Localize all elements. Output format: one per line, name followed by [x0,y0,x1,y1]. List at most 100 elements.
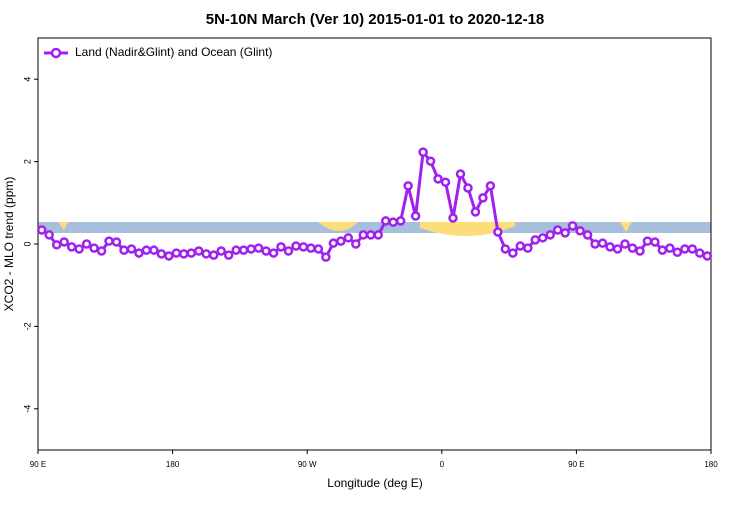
x-tick-label: 90 E [568,460,584,469]
data-point [388,217,398,227]
data-point [358,230,369,240]
data-line [40,148,708,260]
data-point [552,225,563,235]
data-point [410,211,421,221]
data-point [336,236,346,246]
data-point [395,216,406,226]
data-point [141,245,152,255]
data-point [635,246,645,256]
data-point [373,230,383,240]
data-point [440,177,451,187]
data-point [216,246,226,256]
data-point [687,244,698,254]
x-tick-label: 180 [166,460,180,469]
x-axis-label: Longitude (deg E) [327,476,422,490]
data-point [149,245,159,255]
data-point [485,181,496,191]
data-point [680,244,690,254]
data-point [448,213,458,223]
y-tick-label: 4 [22,77,32,82]
data-point [313,244,324,254]
data-point [470,207,481,217]
land-patch [620,222,632,232]
data-point [642,236,653,246]
data-point [433,174,443,184]
y-axis-label: XCO2 - MLO trend (ppm) [2,177,16,312]
data-point [89,243,99,253]
data-point [582,230,593,240]
y-tick-label: -4 [22,405,32,413]
land-patch [58,222,68,230]
data-point [657,245,668,255]
data-point [246,244,256,254]
data-point [328,238,339,248]
ocean-strip [38,222,711,233]
map-strip [38,222,711,237]
data-point [620,239,630,249]
data-point [298,242,309,252]
data-point [186,248,197,258]
data-point [134,248,144,258]
data-point [380,216,391,226]
data-point [343,233,354,243]
data-point [104,236,114,246]
data-point [291,241,301,251]
data-point [702,251,713,261]
legend-marker [50,47,62,59]
data-point [81,239,92,249]
data-point [201,249,211,259]
data-point [530,235,541,245]
data-point [463,183,473,193]
data-point [478,193,488,203]
data-point [590,239,600,249]
x-tick-label: 0 [440,460,445,469]
data-point [425,156,436,166]
data-point [164,251,174,261]
data-point [523,243,533,253]
data-point [238,245,249,255]
data-point [66,242,77,252]
data-point [276,242,286,252]
y-tick-label: -2 [22,322,32,330]
data-point [208,250,219,260]
data-point [403,181,413,191]
data-point [44,230,54,240]
data-point [627,243,638,253]
data-point [51,240,62,250]
data-point [560,228,570,238]
data-point [283,246,294,256]
data-point [612,244,623,254]
data-point [59,237,69,247]
data-point [455,169,466,179]
land-patch [318,222,358,231]
data-point [672,247,683,257]
data-point [171,248,182,258]
data-point [597,238,608,248]
data-point [575,226,585,236]
chart-title: 5N-10N March (Ver 10) 2015-01-01 to 2020… [206,11,545,28]
data-point [268,248,279,258]
data-point [119,245,129,255]
data-point [366,230,376,240]
data-point [515,241,526,251]
data-point [351,239,361,249]
data-point [36,225,47,235]
x-tick-label: 180 [704,460,718,469]
y-tick-label: 0 [22,241,32,246]
x-tick-label: 90 W [298,460,317,469]
land-patch [420,222,515,237]
data-point [650,237,660,247]
data-point [567,221,578,231]
x-tick-label: 90 E [30,460,46,469]
y-tick-label: 2 [22,159,32,164]
data-point [418,147,428,157]
data-point [261,246,271,256]
data-point [126,244,137,254]
data-point [253,243,264,253]
data-point [111,237,122,247]
data-point [605,242,615,252]
data-point [74,244,84,254]
data-point [695,248,705,258]
data-point [508,248,518,258]
